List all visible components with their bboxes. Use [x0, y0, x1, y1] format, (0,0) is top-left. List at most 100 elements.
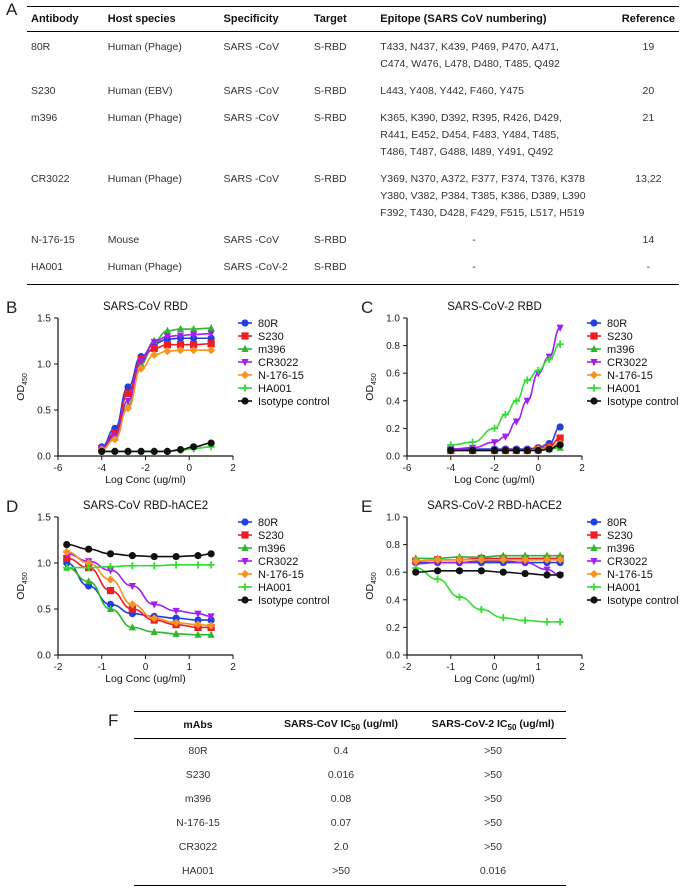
- y-tick-label: 0.5: [37, 605, 51, 616]
- cell-mab: 80R: [188, 745, 208, 758]
- legend-label: Isotype control: [258, 595, 330, 607]
- legend-marker: [241, 531, 249, 539]
- series-cr3022: [447, 324, 564, 454]
- y-tick-label: 0.6: [386, 369, 400, 380]
- legend-marker: [241, 397, 249, 405]
- data-point: [207, 323, 215, 332]
- legend-marker: [590, 344, 598, 352]
- header-host-species: Host species: [103, 6, 220, 32]
- data-point: [523, 446, 531, 455]
- y-axis-label-main: OD: [15, 584, 27, 600]
- data-point: [150, 614, 159, 623]
- ic50-table-row: S230 0.016 >50: [134, 763, 566, 787]
- data-point: [190, 341, 198, 349]
- chart-svg: SARS-CoV-2 RBD-hACE2 0.0 0.2 0.4 0.6 0.8 1.0 -2…: [364, 500, 679, 685]
- x-tick-label: -2: [403, 662, 412, 673]
- cell-specificity: SARS -CoV: [223, 85, 279, 97]
- data-point: [556, 571, 564, 579]
- cell-target: S-RBD: [313, 41, 347, 53]
- legend-item-80r: 80R: [238, 517, 278, 529]
- legend-marker: [240, 370, 250, 380]
- legend-label: S230: [258, 530, 284, 542]
- chart-title: SARS-CoV RBD-hACE2: [83, 500, 208, 512]
- data-point: [124, 389, 132, 398]
- chart-title: SARS-CoV-2 RBD-hACE2: [427, 500, 562, 512]
- data-point: [490, 446, 499, 455]
- data-point: [172, 552, 180, 561]
- data-point: [477, 567, 485, 575]
- x-axis-label: Log Conc (ug/ml): [105, 474, 186, 486]
- ic50-table-row: 80R 0.4 >50: [134, 739, 566, 764]
- y-tick-label: 1.0: [386, 314, 400, 325]
- legend-marker: [590, 596, 598, 604]
- data-point: [499, 555, 508, 564]
- panel-label-e: E: [361, 497, 373, 516]
- data-point: [150, 601, 158, 609]
- epitope-line: K365, K390, D392, R395, R426, D429,: [380, 112, 562, 124]
- antibody-table-row: HA001 Human (Phage) SARS -CoV-2 S-RBD - -: [27, 252, 679, 285]
- data-point: [106, 575, 115, 584]
- data-point: [106, 567, 115, 575]
- cell-sars-cov-ic50: 2.0: [333, 841, 349, 854]
- legend-marker: [589, 370, 599, 380]
- header-cov2-sub: 50: [507, 723, 517, 733]
- cell-epitope: -: [376, 225, 618, 252]
- legend-item-s230: S230: [587, 530, 633, 542]
- data-point: [521, 551, 529, 559]
- data-point: [111, 447, 119, 455]
- epitope-line: -: [472, 261, 476, 273]
- cell-mab: N-176-15: [176, 817, 220, 830]
- y-axis-label-sub: 450: [371, 572, 378, 584]
- epitope-line: Y369, N370, A372, F377, F374, T376, K378: [380, 173, 585, 185]
- cell-mab: m396: [184, 793, 212, 806]
- y-tick-label: 0.0: [386, 452, 400, 463]
- cell-sars-cov-2-ic50: >50: [484, 817, 502, 830]
- data-point: [163, 347, 172, 356]
- series-isotype-control: [98, 439, 215, 455]
- data-point: [412, 568, 420, 576]
- cell-antibody: 80R: [31, 41, 51, 53]
- data-point: [128, 583, 136, 591]
- data-point: [85, 564, 93, 572]
- x-axis-label: Log Conc (ug/ml): [454, 474, 535, 486]
- cell-sars-cov-2-ic50: >50: [484, 769, 502, 782]
- header-mabs-label: mAbs: [183, 719, 213, 732]
- epitope-line: T486, T487, G488, I489, Y491, Q492: [380, 146, 554, 158]
- epitope-line: C474, W476, L478, D480, T485, Q492: [380, 58, 560, 70]
- data-point: [469, 446, 477, 455]
- data-point: [207, 550, 215, 558]
- cell-sars-cov-ic50: 0.4: [333, 745, 349, 758]
- cell-host-species: Human (Phage): [107, 112, 182, 124]
- cell-target: S-RBD: [309, 252, 377, 285]
- data-point: [128, 605, 136, 613]
- legend-item-ha001: HA001: [587, 383, 641, 395]
- legend-label: S230: [258, 331, 284, 343]
- header-cov-unit: (ug/ml): [360, 718, 398, 730]
- legend-item-n-176-15: N-176-15: [238, 370, 304, 382]
- x-tick-label: 0: [143, 662, 149, 673]
- cell-epitope: K365, K390, D392, R395, R426, D429, R441,…: [376, 103, 618, 164]
- legend-marker: [590, 332, 598, 340]
- header-sars-cov-2-ic50: SARS-CoV-2 IC50 (ug/ml): [420, 710, 566, 740]
- data-point: [534, 446, 542, 455]
- data-point: [172, 607, 180, 616]
- legend-marker: [241, 543, 249, 551]
- data-point: [194, 630, 202, 638]
- data-point: [163, 333, 171, 341]
- legend-label: m396: [607, 344, 635, 356]
- data-point: [106, 550, 115, 558]
- data-point: [556, 434, 564, 442]
- legend-item-n-176-15: N-176-15: [238, 569, 304, 581]
- y-axis-label: OD450: [15, 572, 29, 600]
- y-tick-label: 1.0: [386, 513, 400, 524]
- x-tick-label: 2: [579, 463, 585, 474]
- data-point: [190, 324, 198, 333]
- legend-label: CR3022: [258, 357, 298, 369]
- data-point: [543, 566, 551, 574]
- data-point: [194, 616, 202, 624]
- data-point: [207, 439, 215, 447]
- ic50-table: mAbs SARS-CoV IC50 (ug/ml) SARS-CoV-2 IC…: [134, 710, 566, 887]
- data-point: [433, 555, 442, 564]
- legend-label: S230: [607, 530, 633, 542]
- series-m396: [63, 563, 215, 638]
